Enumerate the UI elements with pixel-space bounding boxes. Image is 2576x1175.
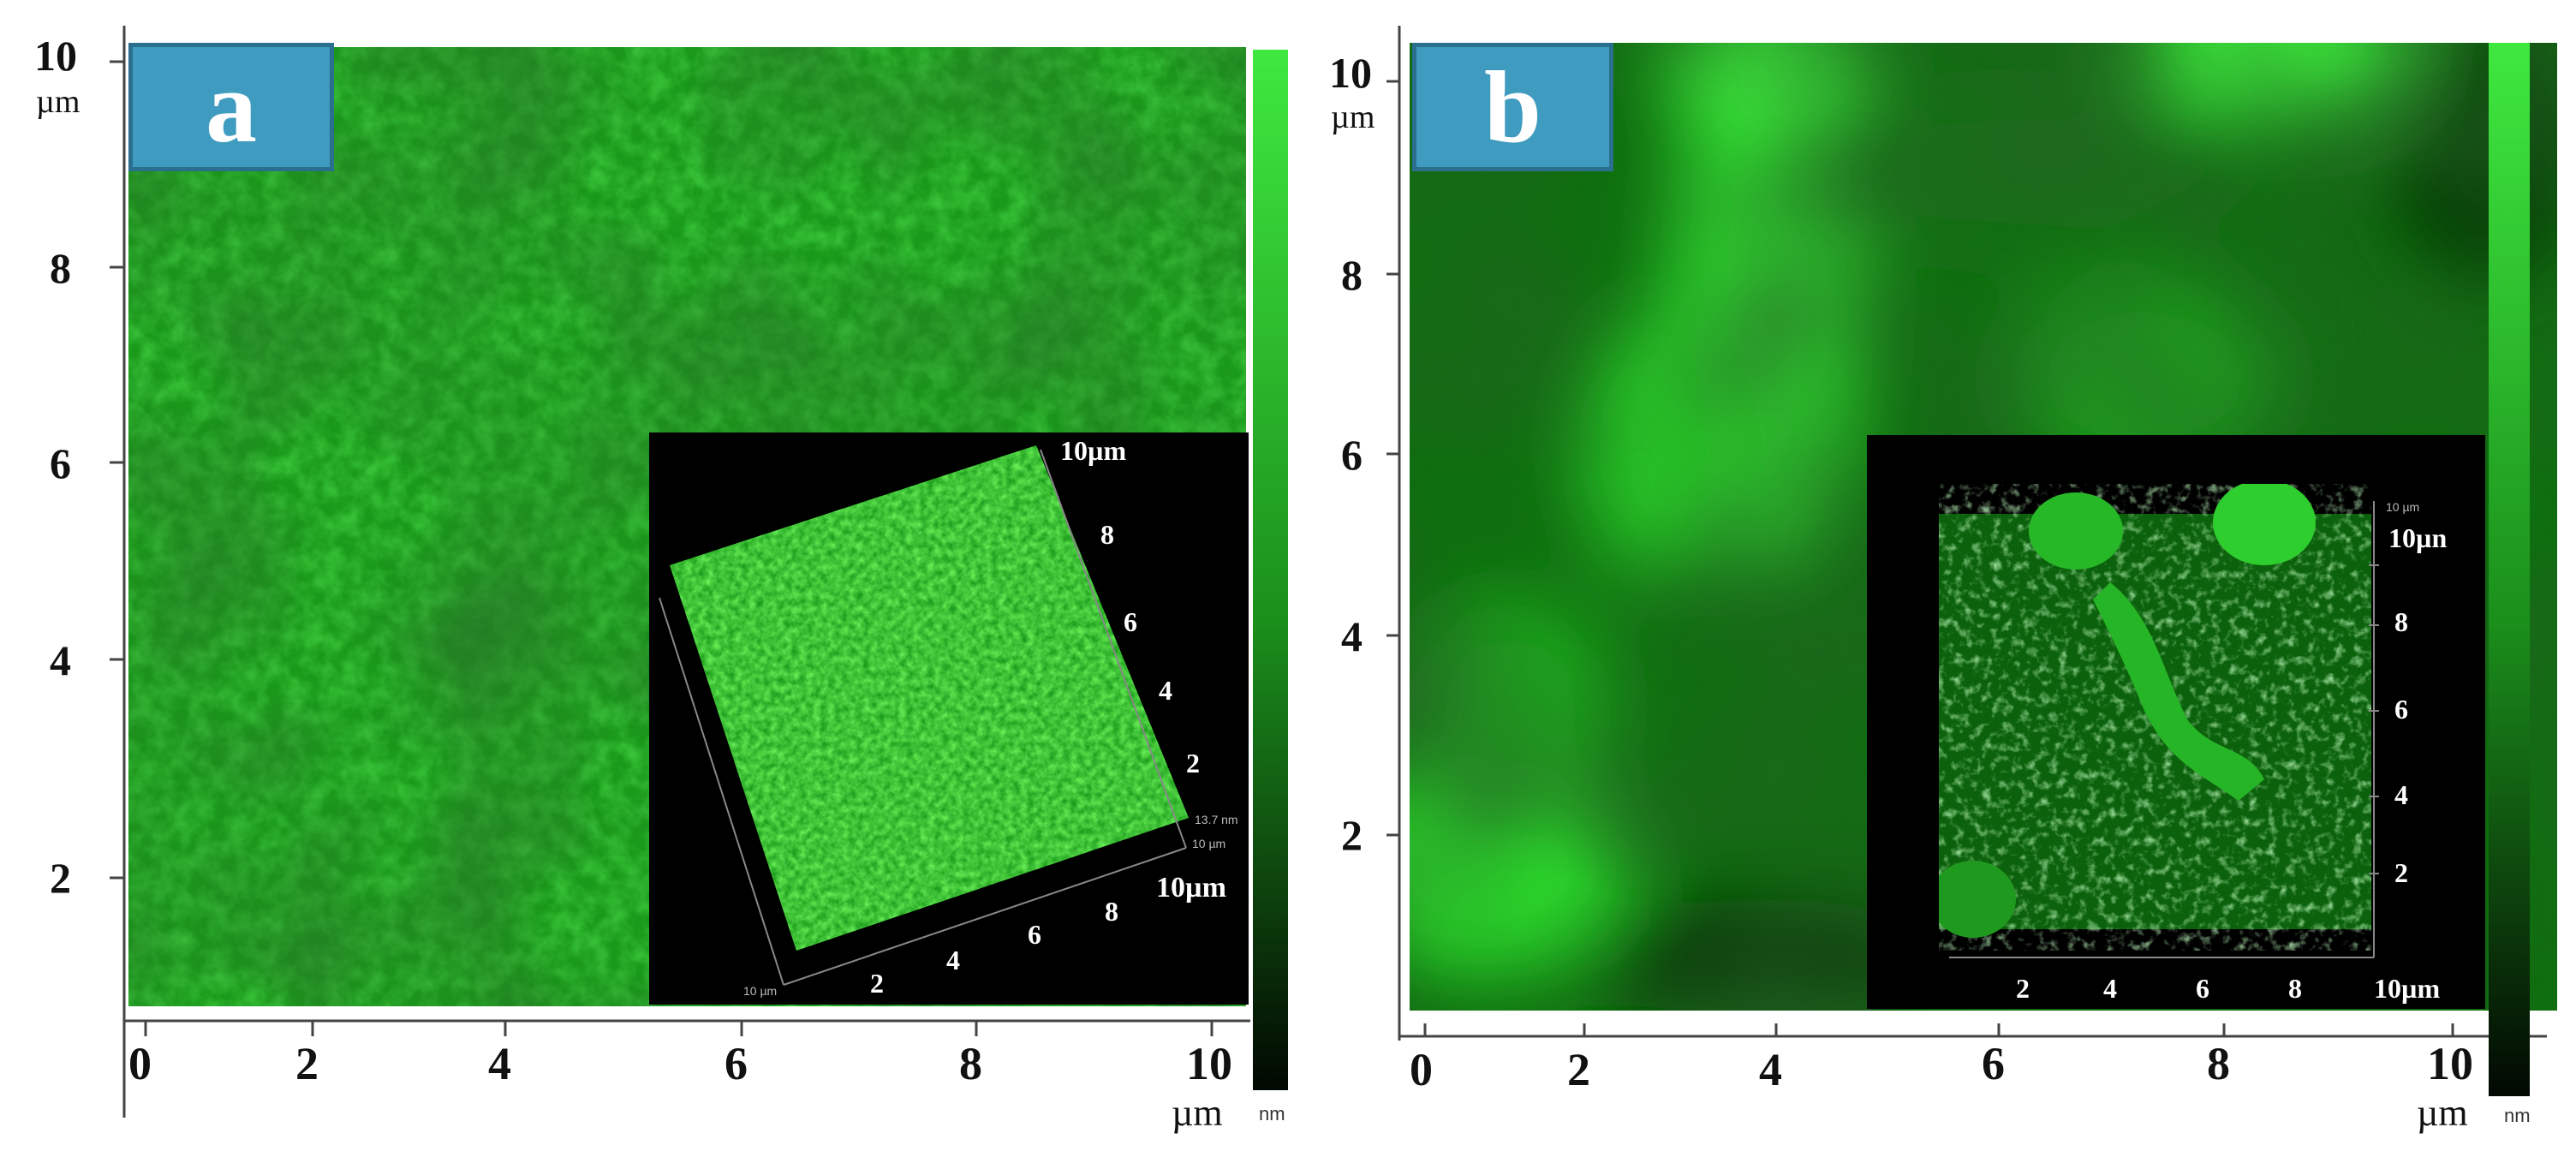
- y-tick-b-2: 2: [1341, 811, 1363, 859]
- inset-right-tick-b-8: 8: [2394, 606, 2408, 637]
- x-tick-b-10: 10: [2427, 1038, 2473, 1089]
- y-ticks-a: [110, 60, 124, 880]
- x-tick-b-8: 8: [2207, 1038, 2230, 1089]
- inset-right-tick-b-6: 6: [2394, 694, 2408, 725]
- y-tick-b-4: 4: [1341, 612, 1363, 660]
- inset-bottom-tick-a-2: 2: [870, 968, 884, 999]
- inset-tiny-label-b-1: 10 µm: [2386, 500, 2420, 514]
- panel-a: a 10 µm 8 6 4 2 0 2 4 6 8 10 µm nm 10µm …: [34, 26, 1288, 1134]
- inset-peaks-b: [1939, 484, 2316, 938]
- inset-bottom-tick-a-4: 4: [946, 945, 960, 975]
- colorbar-a: [1253, 50, 1288, 1090]
- x-tick-a-6: 6: [724, 1038, 748, 1089]
- x-tick-a-10: 10: [1186, 1038, 1232, 1089]
- colorbar-unit-b: nm: [2504, 1105, 2531, 1126]
- panel-b: b 10 µm 8 6 4 2 0 2 4 6 8 10 µm nm 10µn …: [1288, 0, 2576, 1175]
- y-unit-a: µm: [36, 84, 80, 120]
- x-tick-b-2: 2: [1567, 1044, 1590, 1095]
- inset-corner-label-a: 10µm: [1060, 435, 1127, 466]
- y-unit-b: µm: [1331, 99, 1375, 135]
- panel-a-graphics: [110, 26, 1288, 1118]
- y-tick-b-6: 6: [1341, 431, 1363, 479]
- panel-label-a: a: [128, 43, 334, 171]
- inset-tiny-label-a-1: 13.7 nm: [1195, 813, 1238, 826]
- inset-right-tick-a-2: 2: [1186, 748, 1200, 778]
- panel-label-b: b: [1412, 43, 1613, 171]
- x-tick-b-0: 0: [1410, 1044, 1433, 1095]
- x-ticks-b: [1423, 1023, 2454, 1036]
- inset-right-tick-b-4: 4: [2394, 779, 2408, 810]
- y-tick-a-6: 6: [50, 439, 71, 487]
- x-ticks-a: [144, 1021, 1213, 1036]
- x-tick-a-2: 2: [295, 1038, 319, 1089]
- inset-bottom-tick-a-8: 8: [1105, 896, 1118, 927]
- inset-axes-b: [1949, 501, 2379, 958]
- inset-tiny-label-a-3: 10 µm: [743, 984, 778, 998]
- x-unit-a: µm: [1172, 1092, 1223, 1134]
- inset-bottom-tick-b-8: 8: [2288, 973, 2302, 1004]
- inset-right-tick-a-4: 4: [1159, 675, 1172, 706]
- y-tick-a-2: 2: [50, 854, 71, 902]
- inset-axes-a: [659, 449, 1187, 986]
- y-tick-b-10: 10: [1329, 49, 1372, 97]
- inset-bottom-tick-b-2: 2: [2016, 973, 2030, 1004]
- inset-bottom-tick-a-6: 6: [1028, 919, 1041, 950]
- inset-tiny-label-a-2: 10 µm: [1192, 837, 1226, 850]
- x-tick-a-4: 4: [488, 1038, 511, 1089]
- x-tick-a-8: 8: [959, 1038, 982, 1089]
- x-tick-a-0: 0: [128, 1038, 152, 1089]
- y-tick-a-8: 8: [50, 244, 71, 292]
- colorbar-unit-a: nm: [1259, 1103, 1285, 1124]
- inset-right-tick-a-6: 6: [1124, 606, 1137, 637]
- x-tick-b-6: 6: [1982, 1038, 2005, 1089]
- inset-corner-label-b: 10µn: [2388, 522, 2448, 553]
- inset-bottom-end-label-a: 10µm: [1156, 872, 1226, 904]
- x-tick-b-4: 4: [1759, 1044, 1782, 1095]
- y-tick-a-10: 10: [34, 32, 77, 80]
- panel-b-graphics: [1386, 26, 2557, 1096]
- y-ticks-b: [1386, 80, 1399, 837]
- inset-bottom-tick-b-6: 6: [2196, 973, 2209, 1004]
- y-tick-b-8: 8: [1341, 251, 1363, 299]
- inset-right-tick-b-2: 2: [2394, 857, 2408, 888]
- x-unit-b: µm: [2417, 1092, 2468, 1134]
- inset-bottom-tick-b-4: 4: [2103, 973, 2117, 1004]
- inset-bottom-end-label-b: 10µm: [2374, 973, 2441, 1004]
- y-tick-a-4: 4: [50, 636, 71, 684]
- colorbar-b: [2489, 43, 2530, 1096]
- inset-right-tick-a-8: 8: [1100, 519, 1114, 550]
